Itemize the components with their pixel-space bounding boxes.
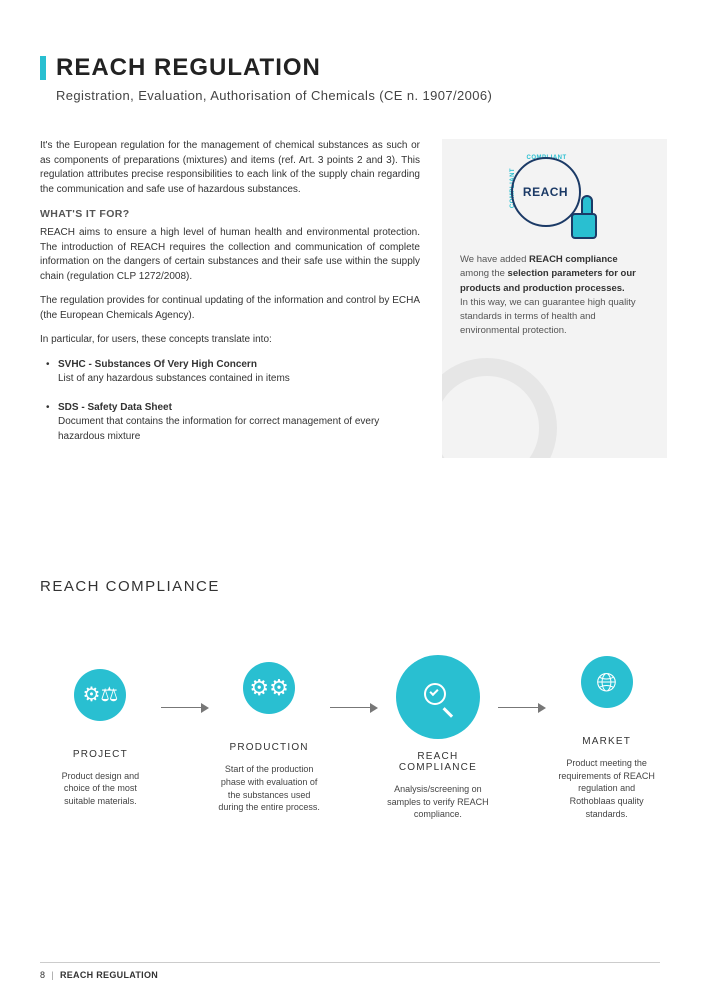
step-body: Product meeting the requirements of REAC… — [550, 757, 663, 820]
step-body: Start of the production phase with evalu… — [213, 763, 326, 813]
accent-bar — [40, 56, 46, 80]
project-icon: ⚙︎⚖︎ — [74, 669, 126, 721]
flow-step-production: ⚙︎⚙︎ PRODUCTION Start of the production … — [213, 662, 326, 813]
flow-section-title: REACH COMPLIANCE — [40, 578, 667, 595]
footer-separator: | — [51, 970, 54, 980]
process-flow: ⚙︎⚖︎ PROJECT Product design and choice o… — [40, 655, 667, 821]
badge-label: REACH — [523, 185, 568, 199]
arrow-icon — [498, 703, 546, 713]
arrow-icon — [161, 703, 209, 713]
step-body: Analysis/screening on samples to verify … — [382, 783, 495, 821]
flow-step-project: ⚙︎⚖︎ PROJECT Product design and choice o… — [44, 669, 157, 808]
flow-step-reach-compliance: REACH COMPLIANCE Analysis/screening on s… — [382, 655, 495, 821]
flow-step-market: 🌐︎ MARKET Product meeting the requiremen… — [550, 656, 663, 820]
bullet-sds: SDS - Safety Data Sheet Document that co… — [46, 401, 420, 445]
footer-title: REACH REGULATION — [60, 970, 158, 980]
bullet-title: SVHC - Substances Of Very High Concern — [58, 358, 420, 373]
page-number: 8 — [40, 970, 45, 980]
step-title: REACH COMPLIANCE — [382, 751, 495, 773]
arrow-icon — [330, 703, 378, 713]
compliance-check-icon — [396, 655, 480, 739]
whatfor-paragraph: REACH aims to ensure a high level of hum… — [40, 226, 420, 284]
thumbs-up-icon — [567, 195, 603, 239]
bullet-body: List of any hazardous substances contain… — [58, 372, 420, 387]
step-body: Product design and choice of the most su… — [44, 770, 157, 808]
intro-paragraph: It's the European regulation for the man… — [40, 139, 420, 197]
bullet-title: SDS - Safety Data Sheet — [58, 401, 420, 416]
lead-in-text: In particular, for users, these concepts… — [40, 333, 420, 348]
reach-compliant-badge: COMPLIANT COMPLIANT REACH — [509, 157, 601, 235]
step-title: PROJECT — [73, 749, 128, 760]
page-footer: 8 | REACH REGULATION — [40, 970, 158, 980]
bullet-body: Document that contains the information f… — [58, 415, 420, 444]
sidebar-panel: COMPLIANT COMPLIANT REACH We have added … — [442, 139, 667, 458]
body-text-column: It's the European regulation for the man… — [40, 139, 420, 458]
step-title: MARKET — [582, 736, 631, 747]
bullet-svhc: SVHC - Substances Of Very High Concern L… — [46, 358, 420, 387]
production-icon: ⚙︎⚙︎ — [243, 662, 295, 714]
sidebar-text: We have added REACH compliance among the… — [460, 253, 649, 339]
page-title: REACH REGULATION — [56, 54, 321, 82]
update-paragraph: The regulation provides for continual up… — [40, 294, 420, 323]
market-globe-icon: 🌐︎ — [581, 656, 633, 708]
page-subtitle: Registration, Evaluation, Authorisation … — [56, 88, 667, 103]
step-title: PRODUCTION — [230, 742, 309, 753]
whats-it-for-heading: WHAT'S IT FOR? — [40, 207, 420, 222]
watermark-ring — [442, 358, 557, 458]
